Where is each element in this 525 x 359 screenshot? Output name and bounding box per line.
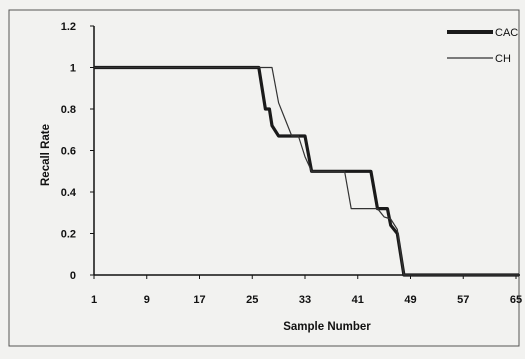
y-axis-ticks: 0 0.2 0.4 0.6 0.8 1 1.2 bbox=[61, 21, 94, 282]
y-tick-label: 0.6 bbox=[61, 146, 76, 158]
y-tick-label: 0 bbox=[70, 270, 76, 282]
legend-label-ch: CH bbox=[495, 53, 511, 65]
y-tick-label: 1.2 bbox=[61, 21, 76, 33]
x-tick-label: 33 bbox=[299, 294, 311, 306]
legend-label-cac: CAC bbox=[495, 27, 518, 39]
x-tick-label: 57 bbox=[457, 294, 469, 306]
x-tick-label: 25 bbox=[246, 294, 258, 306]
series-line-ch bbox=[94, 66, 519, 276]
x-tick-label: 1 bbox=[91, 294, 97, 306]
x-tick-label: 41 bbox=[352, 294, 364, 306]
x-tick-label: 9 bbox=[144, 294, 150, 306]
legend: CAC CH bbox=[447, 27, 518, 65]
series-layer bbox=[94, 65, 519, 277]
series-line-cac bbox=[94, 65, 519, 277]
x-tick-label: 65 bbox=[510, 294, 522, 306]
y-tick-label: 0.8 bbox=[61, 104, 76, 116]
y-axis-title: Recall Rate bbox=[40, 124, 52, 186]
chart-frame bbox=[8, 9, 520, 347]
x-tick-label: 49 bbox=[404, 294, 416, 306]
y-tick-label: 0.4 bbox=[61, 187, 77, 199]
x-tick-label: 17 bbox=[193, 294, 205, 306]
x-axis-ticks: 1 9 17 25 33 41 49 57 65 bbox=[91, 275, 522, 306]
x-axis-title: Sample Number bbox=[283, 321, 371, 333]
y-tick-label: 1 bbox=[70, 63, 76, 75]
y-tick-label: 0.2 bbox=[61, 229, 76, 241]
